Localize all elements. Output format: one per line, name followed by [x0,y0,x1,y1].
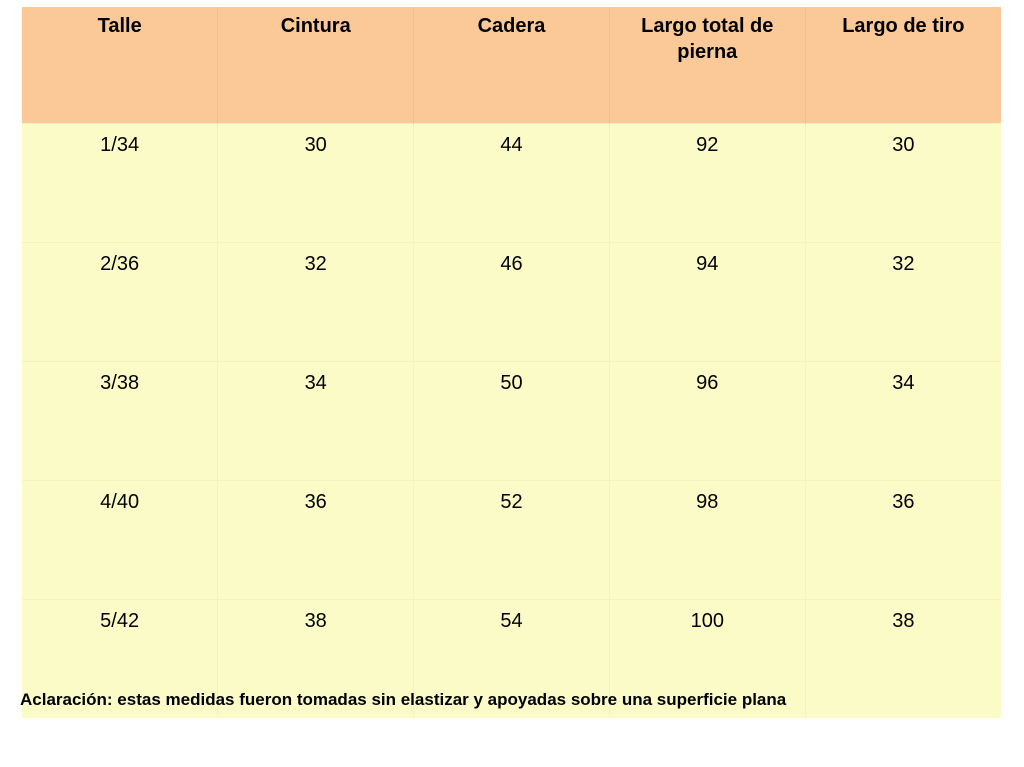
table-header: Talle Cintura Cadera Largo total de pier… [22,7,1001,124]
cell-cintura: 36 [217,480,414,600]
cell-cintura: 30 [217,123,414,243]
header-largo-total-pierna: Largo total de pierna [608,7,806,124]
table-row: 2/36 32 46 94 32 [22,242,1001,362]
cell-largo-de-tiro: 30 [804,123,1001,243]
table-row: 3/38 34 50 96 34 [22,361,1001,481]
cell-cintura: 32 [217,242,414,362]
cell-cintura: 34 [217,361,414,481]
table-row: 1/34 30 44 92 30 [22,123,1001,243]
cell-cadera: 44 [413,123,610,243]
cell-cadera: 46 [413,242,610,362]
cell-cadera: 50 [413,361,610,481]
header-cadera: Cadera [413,7,610,124]
cell-cadera: 52 [413,480,610,600]
cell-talle: 4/40 [22,480,218,600]
cell-talle: 1/34 [22,123,218,243]
cell-cadera: 54 [413,599,610,718]
cell-largo-total-pierna: 94 [608,242,806,362]
cell-largo-de-tiro: 36 [804,480,1001,600]
cell-cintura: 38 [217,599,414,718]
cell-largo-de-tiro: 34 [804,361,1001,481]
cell-talle: 2/36 [22,242,218,362]
cell-largo-total-pierna: 92 [608,123,806,243]
measurement-note: Aclaración: estas medidas fueron tomadas… [20,690,787,709]
table-row: 4/40 36 52 98 36 [22,480,1001,600]
cell-largo-total-pierna: 98 [608,480,806,600]
header-largo-de-tiro: Largo de tiro [804,7,1001,124]
header-row: Talle Cintura Cadera Largo total de pier… [22,7,1001,124]
cell-largo-total-pierna: 96 [608,361,806,481]
cell-talle: 5/42 [22,599,218,718]
cell-talle: 3/38 [22,361,218,481]
size-chart-table: Talle Cintura Cadera Largo total de pier… [22,7,1001,718]
table-row: 5/42 38 54 100 38 [22,599,1001,718]
cell-largo-total-pierna: 100 [608,599,806,718]
cell-largo-de-tiro: 32 [804,242,1001,362]
header-talle: Talle [22,7,218,124]
cell-largo-de-tiro: 38 [804,599,1001,718]
table-body: 1/34 30 44 92 30 2/36 32 46 94 32 3/38 3… [22,123,1001,718]
header-cintura: Cintura [217,7,414,124]
